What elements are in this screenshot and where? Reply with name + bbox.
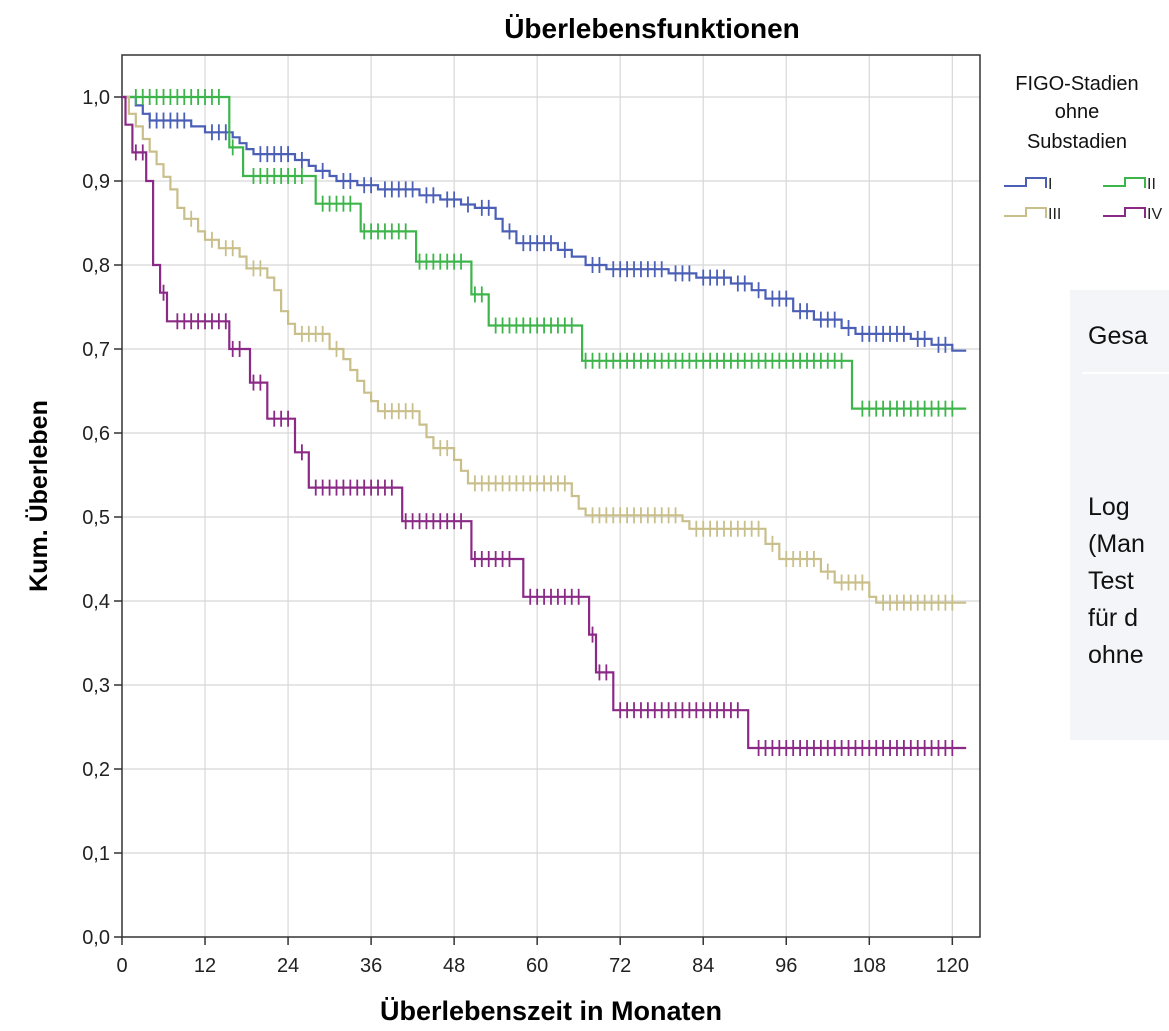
series-II <box>122 89 967 417</box>
survival-line-II <box>122 95 967 410</box>
x-axis: 0 12 24 36 48 60 72 84 96 108 120 <box>116 937 969 977</box>
partially-visible-side-panel: Gesa Log (Man Test für d ohne <box>1070 290 1169 740</box>
x-tick-label: 36 <box>360 955 382 977</box>
y-tick-label: 0,7 <box>82 339 110 361</box>
y-tick-label: 0,1 <box>82 843 110 865</box>
x-tick-label: 120 <box>936 955 969 977</box>
grid <box>122 55 980 937</box>
legend-label: IV <box>1147 206 1162 223</box>
y-tick-label: 0,4 <box>82 591 110 613</box>
x-tick-label: 96 <box>775 955 797 977</box>
x-tick-label: 24 <box>277 955 299 977</box>
series-I <box>122 95 967 353</box>
y-tick-label: 0,5 <box>82 507 110 529</box>
legend-title-line-2: ohne <box>1055 101 1100 123</box>
legend-label: II <box>1147 176 1156 193</box>
side-panel-text-3: (Man <box>1088 530 1145 558</box>
x-tick-label: 72 <box>609 955 631 977</box>
survival-line-I <box>122 95 967 352</box>
x-tick-label: 84 <box>692 955 714 977</box>
y-tick-label: 0,9 <box>82 171 110 193</box>
side-panel-text-1: Gesa <box>1088 322 1148 350</box>
legend-entry-III: III <box>1004 206 1061 223</box>
chart-title: Überlebensfunktionen <box>504 13 800 44</box>
legend-title-line-3: Substadien <box>1027 131 1127 153</box>
legend-entry-IV: IV <box>1103 206 1162 223</box>
x-tick-label: 12 <box>194 955 216 977</box>
plot-frame <box>121 54 981 938</box>
y-axis-label: Kum. Überleben <box>24 400 53 592</box>
side-panel-text-5: für d <box>1088 604 1139 632</box>
side-panel-divider <box>1082 372 1169 374</box>
series-IV <box>122 95 967 756</box>
y-tick-label: 0,6 <box>82 423 110 445</box>
y-tick-label: 1,0 <box>82 87 110 109</box>
x-tick-label: 60 <box>526 955 548 977</box>
survival-line-IV <box>122 95 967 750</box>
y-tick-label: 0,0 <box>82 927 110 949</box>
side-panel-text-4: Test <box>1088 567 1134 595</box>
legend-label: I <box>1048 176 1052 193</box>
legend-entry-I: I <box>1004 176 1052 193</box>
y-tick-label: 0,2 <box>82 759 110 781</box>
series-group <box>122 89 967 756</box>
legend-swatch <box>1004 207 1047 218</box>
x-tick-label: 48 <box>443 955 465 977</box>
legend-swatch <box>1103 207 1146 218</box>
legend-label: III <box>1048 206 1061 223</box>
x-tick-label: 0 <box>116 955 127 977</box>
side-panel-text-6: ohne <box>1088 641 1144 669</box>
side-panel-text-2: Log <box>1088 493 1130 521</box>
x-tick-label: 108 <box>853 955 886 977</box>
legend-entry-II: II <box>1103 176 1156 193</box>
legend-swatch <box>1103 177 1146 188</box>
series-III <box>122 95 967 611</box>
y-tick-label: 0,3 <box>82 675 110 697</box>
survival-line-III <box>122 95 967 604</box>
x-axis-label: Überlebenszeit in Monaten <box>380 996 722 1026</box>
legend-swatch <box>1004 177 1047 188</box>
legend-title-line-1: FIGO-Stadien <box>1015 73 1138 95</box>
y-axis: 0,0 0,1 0,2 0,3 0,4 0,5 0,6 0,7 0,8 0,9 1,0 <box>82 87 122 949</box>
y-tick-label: 0,8 <box>82 255 110 277</box>
